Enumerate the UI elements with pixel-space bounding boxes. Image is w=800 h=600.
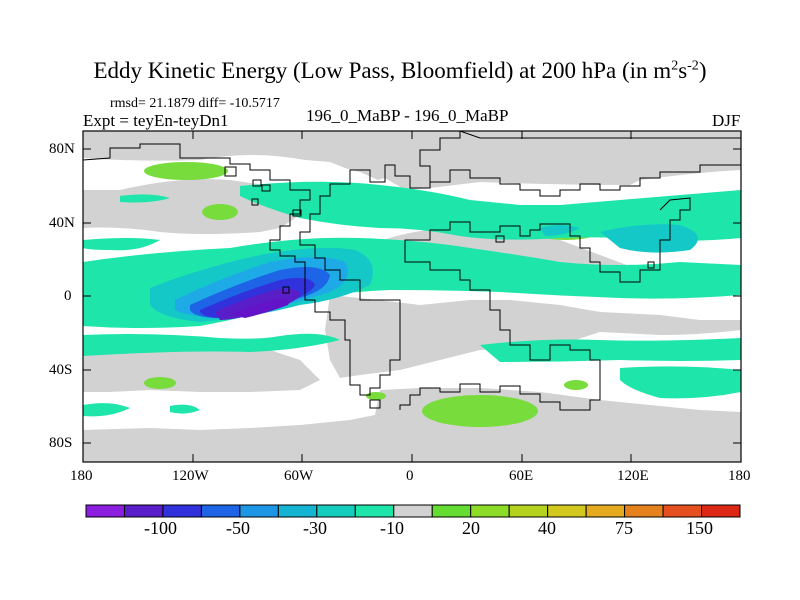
colorbar: [85, 504, 741, 518]
colorbar-swatch: [162, 504, 202, 518]
colorbar-swatch: [662, 504, 703, 518]
colorbar-label-neg10: -10: [380, 518, 404, 538]
lat-label-80s: 80S: [49, 435, 73, 451]
colorbar-swatch: [123, 504, 164, 518]
deep-violet-anomaly: [230, 298, 289, 318]
colorbar-label-75: 75: [615, 518, 633, 538]
colorbar-swatch: [585, 504, 626, 518]
lat-label-0: 0: [64, 288, 72, 304]
coastlines: [83, 131, 741, 411]
colorbar-swatch: [200, 504, 241, 518]
colorbar-swatch: [316, 504, 356, 518]
colorbar-swatch: [508, 504, 549, 518]
lat-label-40s: 40S: [49, 362, 73, 378]
lon-label-0: 0: [406, 468, 414, 484]
stats-label: rmsd= 21.1879 diff= -10.5717: [110, 96, 280, 111]
lon-label-120e: 120E: [617, 468, 649, 484]
experiment-label: Expt = teyEn-teyDn1: [83, 111, 229, 130]
colorbar-swatch: [85, 504, 125, 518]
colorbar-label-20: 20: [462, 518, 480, 538]
colorbar-label-150: 150: [686, 518, 713, 538]
colorbar-label-40: 40: [538, 518, 556, 538]
colorbar-swatch: [624, 504, 664, 518]
lat-label-40n: 40N: [49, 215, 75, 231]
plot-title: Eddy Kinetic Energy (Low Pass, Bloomfiel…: [93, 58, 707, 83]
season-label: DJF: [712, 111, 741, 130]
center-label: 196_0_MaBP - 196_0_MaBP: [306, 106, 509, 125]
axis-ticks: [83, 131, 741, 462]
lon-label-60w: 60W: [284, 468, 314, 484]
lon-label-60e: 60E: [509, 468, 534, 484]
lon-label-180w: 180: [70, 468, 93, 484]
colorbar-swatch: [277, 504, 318, 518]
colorbar-swatch: [701, 504, 741, 518]
colorbar-swatch: [354, 504, 395, 518]
colorbar-label-neg100: -100: [144, 518, 177, 538]
colorbar-label-neg50: -50: [226, 518, 250, 538]
colorbar-swatch: [431, 504, 472, 518]
colorbar-swatch: [393, 504, 433, 518]
lon-label-180e: 180: [728, 468, 751, 484]
colorbar-label-neg30: -30: [303, 518, 327, 538]
lon-label-120w: 120W: [172, 468, 209, 484]
colorbar-swatch: [239, 504, 279, 518]
lat-label-80n: 80N: [49, 141, 75, 157]
colorbar-swatch: [470, 504, 510, 518]
colorbar-swatch: [547, 504, 587, 518]
contour-field: [83, 131, 741, 462]
